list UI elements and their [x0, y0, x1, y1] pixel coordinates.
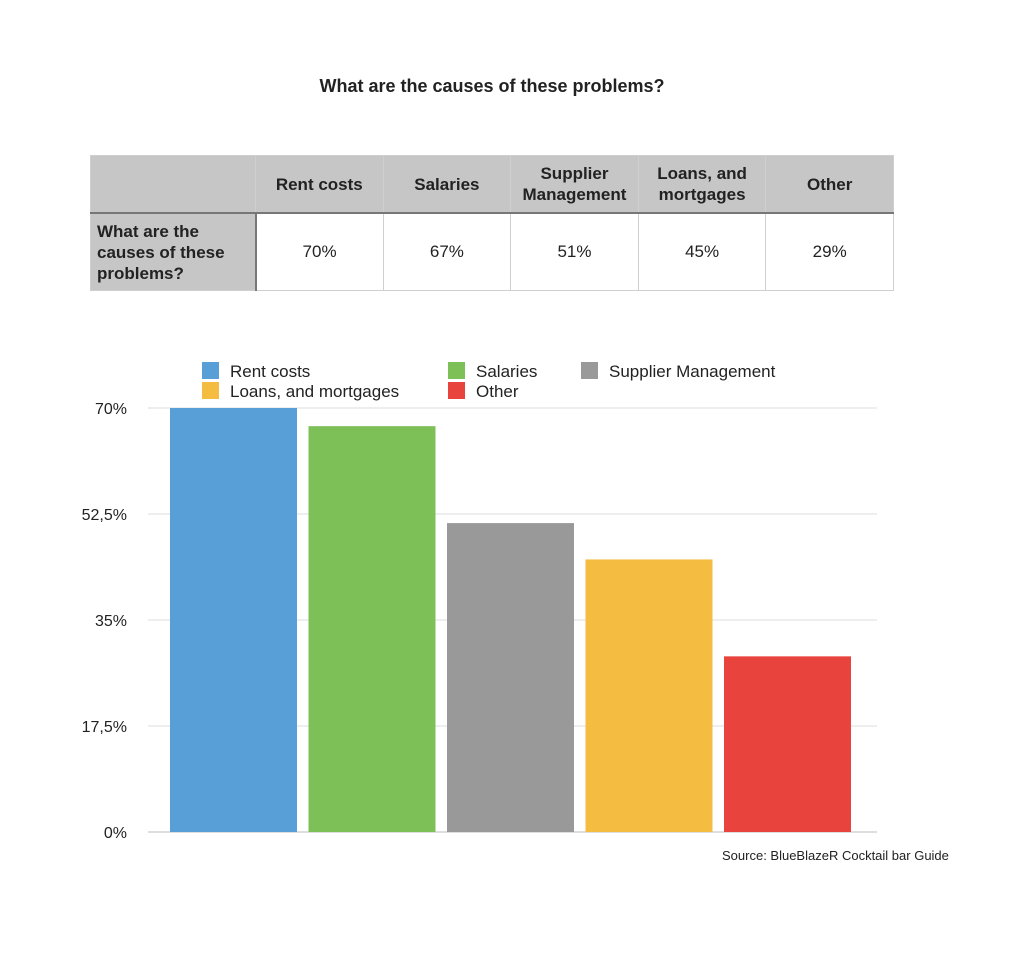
legend-label-supplier-management: Supplier Management — [609, 362, 776, 381]
table-header-salaries: Salaries — [382, 155, 512, 214]
table-header-rent-costs: Rent costs — [255, 155, 384, 214]
table-cell-salaries: 67% — [382, 212, 512, 291]
table-header-empty — [90, 155, 256, 214]
legend-swatch-rent-costs — [202, 362, 219, 379]
legend-swatch-supplier-management — [581, 362, 598, 379]
bar-other — [724, 656, 851, 832]
bar-salaries — [308, 426, 436, 832]
legend-swatch-other — [448, 382, 465, 399]
table-header-supplier-management: Supplier Management — [510, 155, 639, 214]
summary-table: Rent costs Salaries Supplier Management … — [90, 155, 894, 291]
table-cell-rent-costs: 70% — [255, 212, 384, 291]
legend-label-other: Other — [476, 382, 519, 401]
bar-rent-costs — [170, 408, 297, 832]
legend-label-rent-costs: Rent costs — [230, 362, 310, 381]
y-tick-label: 52,5% — [82, 507, 127, 524]
table-header-row: Rent costs Salaries Supplier Management … — [90, 155, 894, 214]
legend-label-salaries: Salaries — [476, 362, 537, 381]
y-tick-label: 70% — [95, 401, 127, 418]
y-tick-label: 17,5% — [82, 719, 127, 736]
bar-supplier-management — [447, 523, 574, 832]
legend-swatch-loans-and-mortgages — [202, 382, 219, 399]
table-header-loans-mortgages: Loans, and mortgages — [637, 155, 767, 214]
table-cell-supplier-management: 51% — [510, 212, 639, 291]
y-tick-label: 0% — [104, 825, 127, 842]
legend-swatch-salaries — [448, 362, 465, 379]
bar-chart: 0% 17,5% 35% 52,5% 70% Rent costs Salaries Supp… — [82, 362, 877, 842]
source-note: Source: BlueBlazeR Cocktail bar Guide — [722, 848, 949, 863]
table-header-other: Other — [765, 155, 894, 214]
table-row-label: What are the causes of these problems? — [90, 212, 257, 291]
y-tick-label: 35% — [95, 613, 127, 630]
legend-label-loans-and-mortgages: Loans, and mortgages — [230, 382, 399, 401]
table-row: What are the causes of these problems? 7… — [90, 212, 894, 291]
bar-loans-and-mortgages — [585, 559, 713, 832]
chart-title: What are the causes of these problems? — [319, 76, 665, 96]
table-cell-loans-mortgages: 45% — [637, 212, 767, 291]
table-cell-other: 29% — [765, 212, 894, 291]
